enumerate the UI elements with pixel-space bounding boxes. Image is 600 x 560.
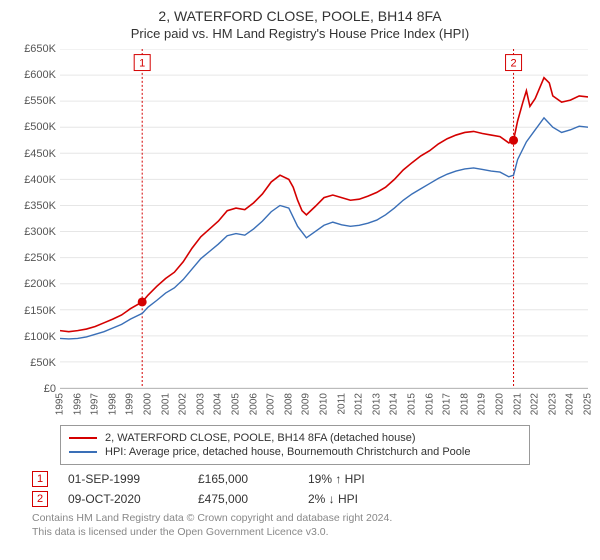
x-tick-label: 2015: [407, 393, 418, 415]
x-tick-label: 2018: [459, 393, 470, 415]
sale-marker-dot: [138, 297, 147, 306]
sale-date: 01-SEP-1999: [68, 472, 198, 486]
x-tick-label: 2021: [512, 393, 523, 415]
legend-item: 2, WATERFORD CLOSE, POOLE, BH14 8FA (det…: [69, 432, 521, 444]
series-hpi: [60, 118, 588, 339]
x-tick-label: 2025: [583, 393, 594, 415]
sale-price: £165,000: [198, 472, 308, 486]
x-tick-label: 2004: [213, 393, 224, 415]
y-tick-label: £600K: [24, 69, 56, 81]
series-property: [60, 78, 588, 332]
sale-date: 09-OCT-2020: [68, 492, 198, 506]
plot-area: 12: [60, 49, 588, 389]
x-tick-label: 2023: [547, 393, 558, 415]
x-tick-label: 2024: [565, 393, 576, 415]
y-tick-label: £50K: [30, 357, 56, 369]
y-tick-label: £350K: [24, 200, 56, 212]
footer: Contains HM Land Registry data © Crown c…: [32, 511, 588, 539]
y-tick-label: £650K: [24, 43, 56, 55]
sale-marker-number: 1: [139, 58, 145, 70]
legend: 2, WATERFORD CLOSE, POOLE, BH14 8FA (det…: [60, 425, 530, 465]
y-tick-label: £400K: [24, 174, 56, 186]
x-tick-label: 1995: [55, 393, 66, 415]
x-tick-label: 1999: [125, 393, 136, 415]
x-tick-label: 2008: [283, 393, 294, 415]
x-tick-label: 2013: [371, 393, 382, 415]
x-tick-label: 2011: [336, 393, 347, 415]
x-tick-label: 2006: [248, 393, 259, 415]
x-tick-label: 1998: [107, 393, 118, 415]
x-tick-label: 2012: [354, 393, 365, 415]
x-tick-label: 2019: [477, 393, 488, 415]
y-tick-label: £300K: [24, 226, 56, 238]
legend-swatch: [69, 451, 97, 453]
sale-marker-dot: [509, 136, 518, 145]
sale-row: 1 01-SEP-1999£165,00019% ↑ HPI: [32, 471, 588, 487]
footer-line-2: This data is licensed under the Open Gov…: [32, 525, 588, 539]
legend-label: 2, WATERFORD CLOSE, POOLE, BH14 8FA (det…: [105, 432, 416, 444]
legend-swatch: [69, 437, 97, 439]
x-tick-label: 2000: [143, 393, 154, 415]
y-tick-label: £250K: [24, 252, 56, 264]
sale-marker-number: 2: [510, 58, 516, 70]
y-tick-label: £450K: [24, 148, 56, 160]
y-tick-label: £550K: [24, 95, 56, 107]
y-tick-label: £150K: [24, 305, 56, 317]
x-tick-label: 2002: [178, 393, 189, 415]
x-tick-label: 2017: [442, 393, 453, 415]
sale-delta: 2% ↓ HPI: [308, 492, 428, 506]
x-tick-label: 2009: [301, 393, 312, 415]
y-tick-label: £500K: [24, 121, 56, 133]
sale-row: 2 09-OCT-2020£475,0002% ↓ HPI: [32, 491, 588, 507]
x-axis: 1995199619971998199920002001200220032004…: [60, 389, 588, 419]
x-tick-label: 2003: [195, 393, 206, 415]
x-tick-label: 2020: [495, 393, 506, 415]
x-tick-label: 2007: [266, 393, 277, 415]
x-tick-label: 2016: [424, 393, 435, 415]
x-tick-label: 2022: [530, 393, 541, 415]
sale-delta: 19% ↑ HPI: [308, 472, 428, 486]
page-subtitle: Price paid vs. HM Land Registry's House …: [12, 26, 588, 41]
sale-badge: 1: [32, 471, 48, 487]
legend-item: HPI: Average price, detached house, Bour…: [69, 446, 521, 458]
y-tick-label: £100K: [24, 331, 56, 343]
page-title: 2, WATERFORD CLOSE, POOLE, BH14 8FA: [12, 8, 588, 24]
chart: £0£50K£100K£150K£200K£250K£300K£350K£400…: [12, 49, 588, 419]
legend-label: HPI: Average price, detached house, Bour…: [105, 446, 470, 458]
x-tick-label: 1996: [72, 393, 83, 415]
x-tick-label: 2001: [160, 393, 171, 415]
x-tick-label: 1997: [90, 393, 101, 415]
footer-line-1: Contains HM Land Registry data © Crown c…: [32, 511, 588, 525]
x-tick-label: 2014: [389, 393, 400, 415]
x-tick-label: 2005: [231, 393, 242, 415]
chart-svg: 12: [60, 49, 588, 388]
sale-price: £475,000: [198, 492, 308, 506]
y-axis: £0£50K£100K£150K£200K£250K£300K£350K£400…: [12, 49, 60, 389]
y-tick-label: £200K: [24, 278, 56, 290]
sale-badge: 2: [32, 491, 48, 507]
x-tick-label: 2010: [319, 393, 330, 415]
sales-table: 1 01-SEP-1999£165,00019% ↑ HPI 2 09-OCT-202…: [32, 471, 588, 507]
